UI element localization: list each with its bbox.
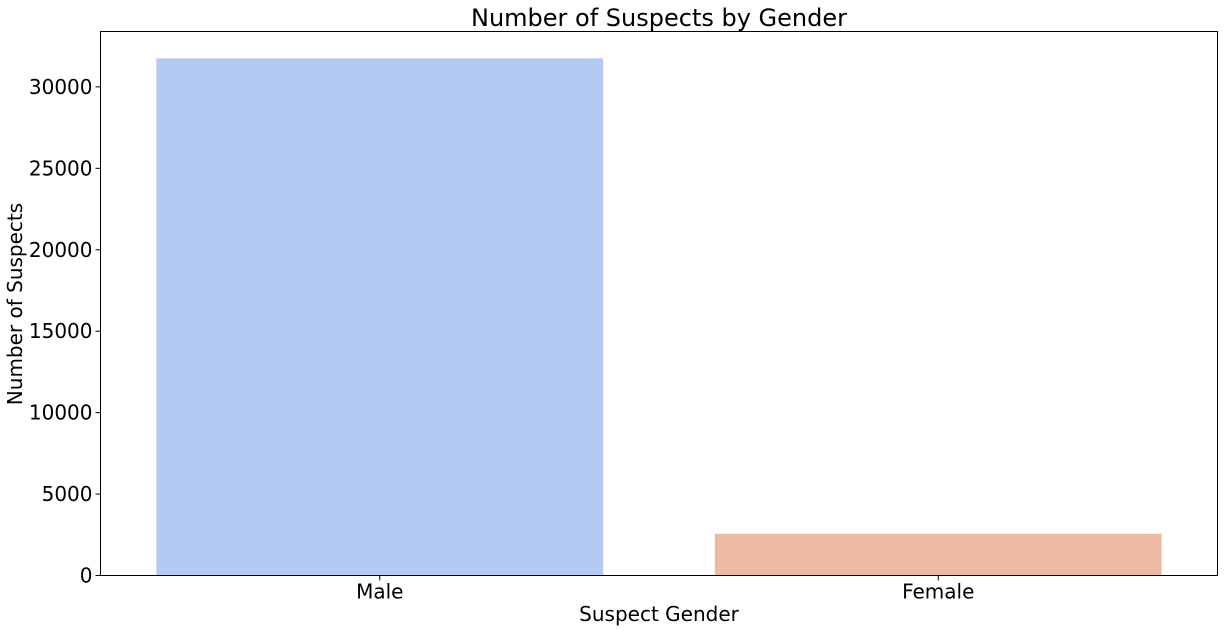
bar-male <box>156 58 604 576</box>
bar-female <box>714 533 1162 576</box>
y-axis-label: Number of Suspects <box>3 203 27 405</box>
x-tick-label-female: Female <box>902 580 974 604</box>
y-tick-label-10000: 10000 <box>29 401 93 425</box>
y-axis-ticks: 0 5000 10000 15000 20000 25000 30000 <box>29 75 101 588</box>
x-axis-label: Suspect Gender <box>579 602 739 626</box>
y-tick-label-15000: 15000 <box>29 319 93 343</box>
chart-title: Number of Suspects by Gender <box>471 4 847 32</box>
x-axis-ticks: Male Female <box>356 575 974 604</box>
y-tick-label-20000: 20000 <box>29 238 93 262</box>
y-tick-label-25000: 25000 <box>29 156 93 180</box>
y-tick-label-5000: 5000 <box>42 482 93 506</box>
plot-frame <box>100 31 1218 576</box>
y-tick-label-0: 0 <box>80 564 93 588</box>
y-tick-label-30000: 30000 <box>29 75 93 99</box>
bars-group <box>156 58 1162 576</box>
x-tick-label-male: Male <box>356 580 403 604</box>
